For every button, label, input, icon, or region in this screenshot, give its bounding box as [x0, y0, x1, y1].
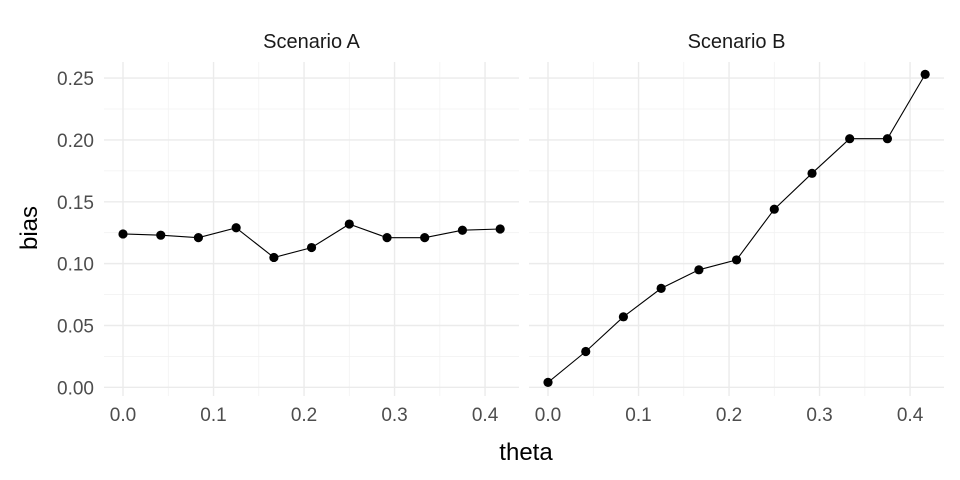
- data-point: [731, 255, 742, 265]
- data-point: [656, 283, 666, 293]
- y-tick-label: 0.15: [57, 193, 94, 214]
- y-tick-label: 0.10: [57, 255, 94, 276]
- data-point: [845, 134, 855, 144]
- data-point: [495, 224, 505, 234]
- x-tick-label: 0.1: [200, 405, 226, 426]
- data-point: [382, 233, 392, 243]
- data-point: [807, 168, 817, 178]
- x-tick-label: 0.3: [806, 405, 832, 426]
- data-point: [344, 219, 354, 229]
- panel-2: Scenario B 0.0 0.1 0.2 0.3 0.4: [529, 31, 944, 426]
- data-point: [882, 134, 893, 144]
- x-tick-label: 0.2: [291, 405, 317, 426]
- panel-1: Scenario A 0.0 0.1 0.2 0.3 0.4: [104, 31, 519, 426]
- panel-title: Scenario A: [263, 31, 360, 53]
- x-tick-label: 0.2: [716, 405, 742, 426]
- panel-title: Scenario B: [688, 31, 786, 53]
- data-point: [920, 69, 930, 79]
- data-point: [193, 233, 204, 243]
- data-point: [618, 312, 629, 322]
- x-tick-label: 0.1: [625, 405, 651, 426]
- y-tick-label: 0.20: [57, 131, 94, 152]
- chart-panels: Scenario A 0.0 0.1 0.2 0.3 0.4 Scenario B 0.0 0.…: [104, 31, 944, 426]
- y-tick-label: 0.25: [57, 69, 94, 90]
- data-point: [156, 230, 166, 240]
- y-axis: 0.00 0.05 0.10 0.15 0.20 0.25: [57, 69, 94, 399]
- data-point: [231, 223, 241, 233]
- data-point: [118, 229, 128, 239]
- x-tick-label: 0.4: [472, 405, 499, 426]
- y-tick-label: 0.05: [57, 316, 94, 337]
- series-line: [547, 74, 926, 383]
- data-point: [457, 225, 468, 235]
- x-tick-label: 0.0: [535, 405, 561, 426]
- x-tick-label: 0.4: [897, 405, 924, 426]
- data-point: [269, 252, 279, 263]
- data-point: [306, 242, 317, 253]
- x-tick-label: 0.3: [381, 405, 407, 426]
- x-tick-label: 0.0: [110, 405, 136, 426]
- data-point: [420, 233, 430, 243]
- x-axis-title: theta: [499, 439, 553, 466]
- data-point: [769, 204, 779, 214]
- y-axis-title: bias: [16, 206, 43, 250]
- data-point: [694, 265, 704, 275]
- y-tick-label: 0.00: [57, 378, 94, 399]
- series-line: [122, 223, 501, 259]
- data-point: [543, 377, 553, 387]
- data-point: [581, 346, 591, 357]
